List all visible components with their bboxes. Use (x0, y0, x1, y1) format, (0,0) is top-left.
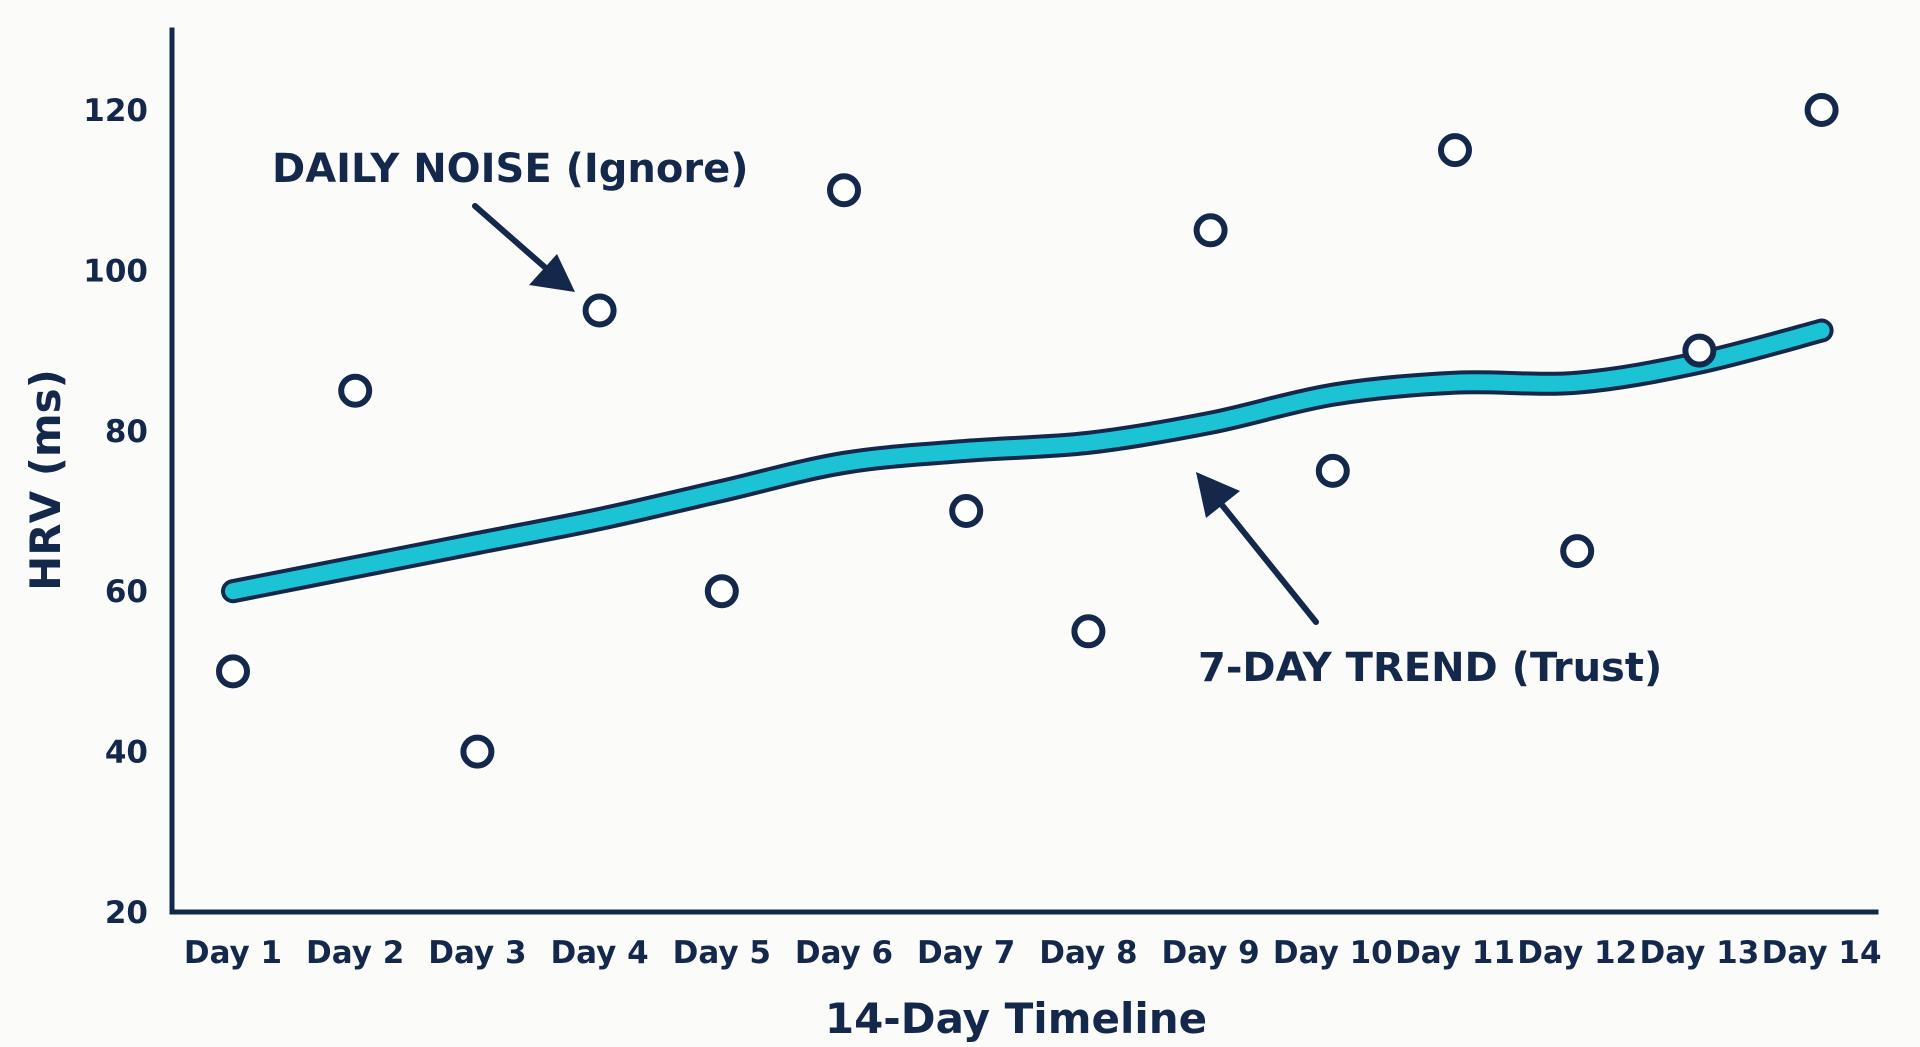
x-tick-labels: Day 1 Day 2 Day 3 Day 4 Day 5 Day 6 Day 7 Day 8… (184, 935, 1882, 971)
trend-arrow-head (1196, 472, 1240, 518)
data-point (1071, 614, 1106, 649)
x-tick-label: Day 2 (306, 935, 404, 971)
y-tick-label: 120 (83, 93, 148, 129)
trend-arrow-shaft (1219, 502, 1319, 625)
data-point (1682, 333, 1717, 368)
y-tick-label: 20 (105, 895, 148, 931)
x-tick-label: Day 7 (917, 935, 1015, 971)
trend-line (225, 322, 1830, 600)
y-tick-label: 80 (105, 414, 148, 450)
annotation-daily-noise-arrow (472, 203, 575, 292)
y-tick-label: 60 (105, 574, 148, 610)
y-axis-title: HRV (ms) (21, 369, 70, 591)
x-tick-label: Day 14 (1762, 935, 1882, 971)
data-point (582, 293, 617, 328)
data-point (1438, 133, 1472, 168)
data-point (460, 734, 495, 769)
x-tick-label: Day 9 (1161, 935, 1259, 971)
x-axis-title: 14-Day Timeline (825, 994, 1207, 1043)
data-point (1560, 534, 1595, 569)
x-tick-label: Day 10 (1273, 935, 1393, 971)
x-tick-label: Day 12 (1517, 935, 1637, 971)
y-tick-labels: 20 40 60 80 100 120 (83, 93, 148, 931)
annotation-trend-label: 7-DAY TREND (Trust) (1198, 645, 1662, 691)
x-tick-label: Day 8 (1039, 935, 1137, 971)
data-point (1804, 93, 1839, 127)
y-tick-label: 40 (105, 735, 148, 771)
x-tick-label: Day 1 (184, 935, 282, 971)
data-point (1315, 453, 1350, 488)
x-tick-label: Day 4 (550, 935, 648, 971)
annotation-trend-arrow (1196, 472, 1319, 625)
axes (169, 27, 1879, 915)
daily-noise-arrow-head (529, 254, 575, 292)
y-tick-label: 100 (83, 253, 148, 289)
daily-noise-arrow-shaft (472, 203, 551, 273)
annotation-daily-noise-label: DAILY NOISE (Ignore) (272, 146, 749, 192)
annotations: DAILY NOISE (Ignore) 7-DAY TREND (Trust) (272, 146, 1662, 691)
data-point (827, 173, 861, 208)
x-tick-label: Day 6 (795, 935, 893, 971)
data-point (338, 373, 373, 408)
trend-series (221, 318, 1834, 604)
x-tick-label: Day 13 (1639, 935, 1759, 971)
data-point (949, 494, 984, 528)
daily-points (216, 93, 1839, 769)
data-point (1193, 213, 1228, 248)
data-point (704, 574, 739, 609)
x-tick-label: Day 5 (673, 935, 771, 971)
data-point (216, 654, 250, 689)
x-tick-label: Day 3 (428, 935, 526, 971)
x-tick-label: Day 11 (1395, 935, 1515, 971)
